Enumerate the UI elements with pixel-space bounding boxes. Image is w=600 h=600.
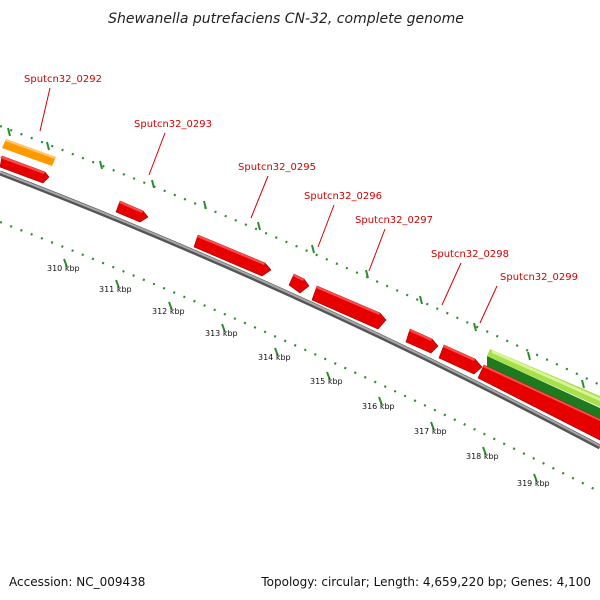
gene-label-sputcn32_0295[interactable]: Sputcn32_0295 xyxy=(238,162,316,173)
gene-callout-line xyxy=(250,175,269,219)
outer-major-tick xyxy=(203,200,207,210)
gene-0293-arrow[interactable] xyxy=(115,200,149,223)
gene-0298-arrow[interactable] xyxy=(438,344,483,375)
outer-major-tick xyxy=(99,160,103,170)
scale-label: 319 kbp xyxy=(517,479,550,488)
gene-callouts: Sputcn32_0292 Sputcn32_0293 Sputcn32_0295 S… xyxy=(24,74,578,324)
gene-0297-arrow[interactable] xyxy=(405,328,439,354)
gene-callout-line xyxy=(148,132,166,176)
outer-major-tick xyxy=(46,141,50,151)
outer-major-tick xyxy=(311,244,315,254)
outer-major-tick xyxy=(151,179,155,189)
outer-major-tick xyxy=(419,295,423,305)
outer-major-tick xyxy=(365,269,369,279)
gene-label-sputcn32_0299[interactable]: Sputcn32_0299 xyxy=(500,272,578,283)
inner-major-tick xyxy=(430,421,435,431)
gene-0295b-arrow[interactable] xyxy=(288,273,310,294)
inner-scale-arc xyxy=(0,220,600,493)
gene-0299-arrow[interactable] xyxy=(477,364,600,441)
genome-backbone-highlight xyxy=(0,171,600,447)
inner-major-tick xyxy=(274,347,279,357)
map-title: Shewanella putrefaciens CN-32, complete … xyxy=(108,11,464,27)
outer-major-tick xyxy=(257,221,261,231)
inner-major-tick xyxy=(115,279,120,289)
scale-label: 312 kbp xyxy=(152,307,185,316)
feature-band-dark xyxy=(487,356,600,420)
feature-band-light xyxy=(487,349,600,407)
scale-label: 311 kbp xyxy=(99,285,132,294)
gene-0296-arrow[interactable] xyxy=(311,285,387,330)
accession-text: Accession: NC_009438 xyxy=(9,575,145,589)
scale-label: 314 kbp xyxy=(258,353,291,362)
gene-0292-highlight-top xyxy=(5,139,56,159)
feature-band-light-edge xyxy=(492,350,600,401)
inner-major-tick xyxy=(378,396,383,406)
inner-major-tick xyxy=(326,371,331,381)
inner-major-tick xyxy=(63,258,68,268)
scale-label: 317 kbp xyxy=(414,427,447,436)
gene-track xyxy=(0,155,600,441)
genome-backbone xyxy=(0,170,600,450)
gene-callout-line xyxy=(479,285,498,324)
scale-label: 316 kbp xyxy=(362,402,395,411)
gene-callout-line xyxy=(368,228,386,272)
outer-major-tick xyxy=(7,127,11,137)
gene-0292-arrow[interactable] xyxy=(0,155,50,184)
scale-label: 318 kbp xyxy=(466,452,499,461)
inner-major-tick xyxy=(168,301,173,311)
scale-label: 310 kbp xyxy=(47,264,80,273)
gene-label-sputcn32_0298[interactable]: Sputcn32_0298 xyxy=(431,249,509,260)
inner-major-ticks xyxy=(63,258,538,483)
gene-callout-line xyxy=(39,87,51,132)
gene-0292-highlight xyxy=(2,139,56,166)
gene-callout-line xyxy=(441,262,462,306)
gene-callout-line xyxy=(317,204,335,248)
gene-label-sputcn32_0293[interactable]: Sputcn32_0293 xyxy=(134,119,212,130)
gene-label-sputcn32_0292[interactable]: Sputcn32_0292 xyxy=(24,74,102,85)
outer-major-tick xyxy=(527,351,531,361)
gene-label-sputcn32_0297[interactable]: Sputcn32_0297 xyxy=(355,215,433,226)
scale-label: 315 kbp xyxy=(310,377,343,386)
inner-major-tick xyxy=(221,323,226,333)
inner-major-tick xyxy=(533,473,538,483)
inner-major-tick xyxy=(482,446,487,456)
scale-labels: 310 kbp 311 kbp 312 kbp 313 kbp 314 kbp 315 k… xyxy=(47,264,550,488)
gene-label-sputcn32_0296[interactable]: Sputcn32_0296 xyxy=(304,191,382,202)
genome-summary-text: Topology: circular; Length: 4,659,220 bp… xyxy=(260,575,591,589)
outer-major-tick xyxy=(473,322,477,332)
outer-major-ticks xyxy=(7,127,585,389)
outer-major-tick xyxy=(581,379,585,389)
gene-0295-arrow[interactable] xyxy=(193,234,272,277)
scale-label: 313 kbp xyxy=(205,329,238,338)
